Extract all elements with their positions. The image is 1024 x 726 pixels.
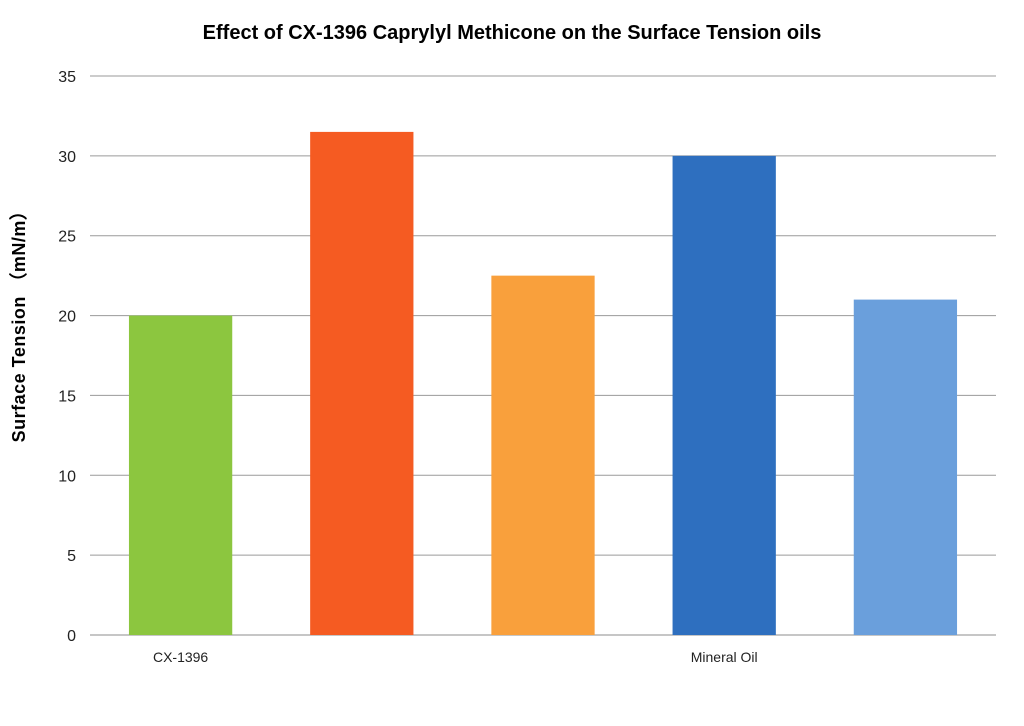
y-tick-label: 30 [58,149,76,166]
y-tick-label: 10 [58,468,76,485]
y-tick-label: 15 [58,388,76,405]
x-tick-label: CX-1396 [153,649,208,665]
bar-5 [853,299,958,635]
y-tick-label: 0 [67,628,76,645]
bar-3 [491,275,595,635]
bar-1 [128,315,233,635]
y-tick-label: 35 [58,69,76,86]
y-axis-label: Surface Tension （mN/m） [9,201,29,443]
bar-4 [672,155,776,635]
bar-2 [310,131,414,635]
y-tick-label: 25 [58,229,76,246]
x-tick-label: Mineral Oil [691,649,758,665]
y-tick-label: 20 [58,309,76,326]
chart-title: Effect of CX-1396 Caprylyl Methicone on … [202,22,822,44]
y-tick-label: 5 [67,548,76,565]
